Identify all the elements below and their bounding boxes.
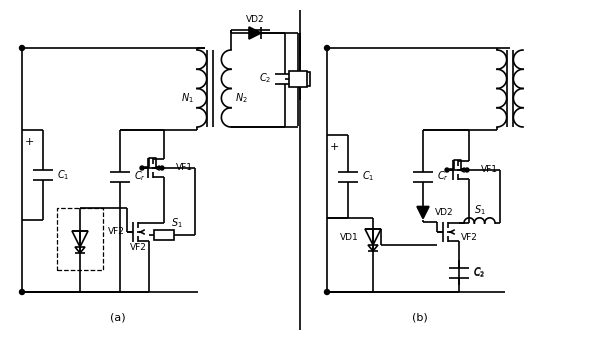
Polygon shape (249, 27, 261, 39)
Text: VD2: VD2 (435, 208, 454, 217)
Circle shape (445, 168, 449, 172)
Text: VD1: VD1 (340, 233, 359, 241)
Text: +: + (25, 137, 34, 147)
Bar (57, 208, 103, 270)
Text: $C_r$: $C_r$ (437, 170, 449, 184)
Text: VF1: VF1 (481, 166, 498, 174)
Text: $C_2$: $C_2$ (473, 266, 485, 280)
Circle shape (19, 46, 25, 50)
Bar (289, 71, 307, 87)
Text: $N_2$: $N_2$ (235, 92, 247, 105)
Text: $S_1$: $S_1$ (473, 203, 485, 217)
Circle shape (19, 290, 25, 294)
Text: $C_1$: $C_1$ (362, 170, 374, 184)
Text: VF2: VF2 (108, 227, 125, 237)
Circle shape (140, 166, 144, 170)
Text: VF2: VF2 (130, 243, 146, 252)
Text: $C_2$: $C_2$ (259, 72, 271, 86)
Bar (154, 230, 174, 240)
Text: (a): (a) (110, 313, 126, 323)
Text: (b): (b) (412, 313, 428, 323)
Circle shape (465, 168, 469, 172)
Circle shape (160, 166, 164, 170)
Text: $S_1$: $S_1$ (171, 216, 183, 230)
Text: VF2: VF2 (461, 233, 478, 241)
Text: VD2: VD2 (245, 15, 265, 24)
Text: +: + (329, 142, 338, 152)
Circle shape (325, 290, 329, 294)
Text: VF1: VF1 (176, 164, 193, 172)
Text: $C_r$: $C_r$ (134, 170, 146, 184)
Text: $C_1$: $C_1$ (57, 168, 70, 182)
Polygon shape (417, 207, 429, 218)
Text: $N_1$: $N_1$ (181, 92, 193, 105)
Text: $C_2$: $C_2$ (473, 266, 485, 280)
Bar (290, 72, 310, 86)
Circle shape (325, 46, 329, 50)
